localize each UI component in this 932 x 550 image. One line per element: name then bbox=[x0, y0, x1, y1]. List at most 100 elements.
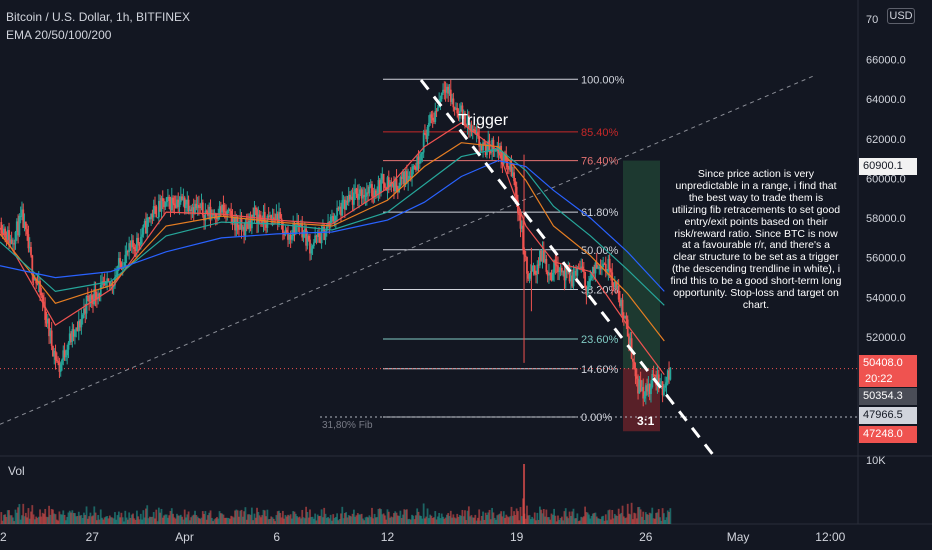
volume-bar bbox=[378, 508, 381, 524]
candle-body bbox=[538, 250, 541, 266]
candle-body bbox=[591, 267, 594, 275]
volume-bar bbox=[424, 518, 426, 524]
volume-bar bbox=[443, 518, 446, 524]
symbol-title[interactable]: Bitcoin / U.S. Dollar, 1h, BITFINEX bbox=[6, 10, 191, 24]
volume-bar bbox=[413, 519, 416, 524]
candle-body bbox=[439, 99, 442, 102]
volume-bar bbox=[58, 511, 61, 524]
candle-body bbox=[475, 132, 478, 134]
x-tick-label: 19 bbox=[510, 530, 524, 544]
candle-body bbox=[329, 216, 332, 226]
candle-body bbox=[322, 226, 324, 230]
volume-pane-label[interactable]: Vol bbox=[8, 464, 25, 478]
candle-body bbox=[651, 374, 654, 387]
candle-body bbox=[510, 162, 513, 177]
indicator-title[interactable]: EMA 20/50/100/200 bbox=[6, 28, 112, 42]
candle-body bbox=[586, 287, 589, 295]
candle-body bbox=[635, 376, 638, 379]
candle-body bbox=[509, 162, 512, 170]
volume-bar bbox=[263, 510, 266, 524]
volume-bar bbox=[98, 519, 101, 524]
volume-bar bbox=[59, 514, 62, 524]
candle-body bbox=[293, 223, 296, 235]
volume-bar bbox=[440, 513, 443, 524]
volume-bar bbox=[265, 516, 267, 524]
level-tag-b: 47966.5 bbox=[859, 407, 917, 424]
candle-body bbox=[557, 265, 559, 272]
candle-body bbox=[119, 258, 122, 263]
volume-bar bbox=[223, 517, 226, 524]
volume-bar bbox=[350, 516, 353, 524]
volume-bar bbox=[150, 517, 153, 524]
volume-bar bbox=[340, 513, 342, 524]
candle-body bbox=[214, 214, 217, 218]
candle-body bbox=[107, 278, 110, 282]
candle-body bbox=[163, 201, 165, 208]
candle-body bbox=[482, 142, 484, 151]
candle-body bbox=[315, 235, 318, 238]
candle-body bbox=[493, 150, 496, 152]
candle-body bbox=[507, 167, 510, 170]
volume-bar bbox=[382, 513, 385, 524]
candle-body bbox=[143, 220, 146, 225]
volume-bar bbox=[355, 515, 358, 524]
candle-body bbox=[117, 258, 120, 270]
candle-body bbox=[504, 152, 506, 154]
volume-bar bbox=[474, 514, 477, 524]
candle-body bbox=[593, 267, 596, 274]
volume-bar bbox=[599, 519, 602, 524]
candle-body bbox=[424, 132, 426, 135]
candle-body bbox=[474, 129, 477, 134]
volume-bar bbox=[656, 512, 659, 524]
volume-bar bbox=[646, 514, 648, 524]
y-tick-label: 54000.0 bbox=[866, 292, 906, 304]
volume-bar bbox=[94, 512, 97, 524]
volume-bar bbox=[200, 517, 203, 524]
candle-body bbox=[279, 212, 282, 219]
volume-bar bbox=[120, 512, 123, 524]
candle-body bbox=[269, 215, 271, 217]
volume-bar bbox=[50, 508, 53, 524]
candle-body bbox=[349, 194, 351, 200]
volume-bar bbox=[669, 508, 672, 524]
candle-body bbox=[53, 350, 56, 357]
candle-body bbox=[639, 379, 642, 392]
candle-body bbox=[350, 196, 353, 200]
volume-bar bbox=[128, 512, 131, 524]
volume-bar bbox=[300, 518, 302, 524]
volume-bar bbox=[542, 508, 545, 524]
candle-body bbox=[185, 204, 187, 209]
volume-bar bbox=[219, 513, 222, 524]
volume-bar bbox=[196, 516, 199, 524]
candle-body bbox=[30, 247, 32, 256]
candle-body bbox=[231, 216, 234, 223]
candle-body bbox=[165, 197, 168, 203]
candle-body bbox=[15, 221, 18, 232]
volume-bar bbox=[124, 510, 127, 524]
volume-bar bbox=[403, 509, 406, 524]
volume-bar bbox=[638, 506, 641, 524]
candle-body bbox=[606, 271, 608, 273]
volume-bar bbox=[79, 515, 81, 524]
volume-bar bbox=[642, 511, 645, 524]
volume-bar bbox=[425, 516, 428, 524]
volume-bar bbox=[586, 512, 589, 524]
volume-bar bbox=[546, 517, 549, 524]
candle-body bbox=[572, 272, 575, 287]
candle-body bbox=[555, 265, 558, 267]
candle-body bbox=[473, 128, 475, 130]
candle-body bbox=[291, 235, 293, 240]
volume-bar bbox=[208, 512, 211, 524]
candle-body bbox=[183, 197, 186, 209]
volume-bar bbox=[380, 509, 382, 524]
volume-bar bbox=[412, 515, 415, 524]
volume-bar bbox=[331, 520, 333, 524]
candle-body bbox=[106, 278, 109, 282]
volume-bar bbox=[520, 516, 523, 524]
candle-body bbox=[668, 370, 670, 380]
candle-body bbox=[436, 107, 439, 112]
currency-button[interactable]: USD bbox=[887, 8, 915, 24]
volume-bar bbox=[603, 520, 606, 524]
